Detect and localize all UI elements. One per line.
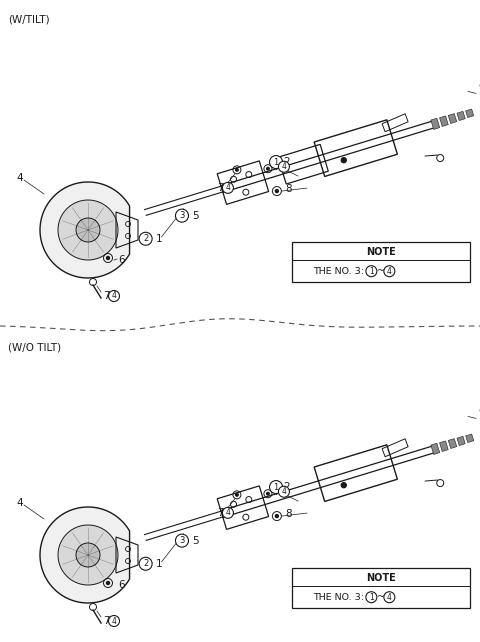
Circle shape: [276, 515, 278, 517]
Text: 7: 7: [217, 183, 224, 193]
Polygon shape: [448, 114, 457, 123]
Text: 2: 2: [143, 234, 148, 243]
Text: THE NO. 3:: THE NO. 3:: [313, 266, 367, 275]
Circle shape: [176, 534, 189, 547]
Text: 6: 6: [118, 580, 125, 590]
Text: 4: 4: [16, 498, 23, 508]
Text: 1: 1: [156, 559, 162, 569]
Circle shape: [267, 168, 269, 170]
Circle shape: [341, 483, 346, 488]
Text: 8: 8: [285, 509, 291, 519]
Text: (W/TILT): (W/TILT): [8, 14, 49, 24]
Circle shape: [366, 266, 377, 277]
Polygon shape: [466, 434, 474, 442]
Text: 4: 4: [16, 173, 23, 183]
Polygon shape: [457, 437, 465, 446]
Text: ~: ~: [377, 592, 385, 602]
Circle shape: [108, 616, 120, 627]
Polygon shape: [448, 438, 457, 449]
Polygon shape: [466, 109, 474, 117]
Circle shape: [76, 543, 100, 567]
Text: 7: 7: [103, 291, 109, 301]
Text: NOTE: NOTE: [366, 247, 396, 257]
Polygon shape: [431, 443, 440, 455]
Polygon shape: [440, 116, 448, 126]
Circle shape: [384, 592, 395, 603]
Circle shape: [108, 290, 120, 302]
Text: 9: 9: [478, 408, 480, 419]
Text: 4: 4: [226, 508, 230, 517]
Text: 5: 5: [192, 211, 199, 221]
Text: 3: 3: [180, 211, 185, 220]
Text: 8: 8: [285, 184, 291, 194]
Text: 4: 4: [111, 616, 117, 625]
Polygon shape: [440, 441, 448, 451]
FancyBboxPatch shape: [292, 568, 470, 608]
Text: 1: 1: [274, 157, 279, 166]
Circle shape: [341, 158, 346, 162]
Polygon shape: [431, 118, 440, 130]
Text: 1: 1: [274, 483, 279, 492]
Text: 4: 4: [111, 291, 117, 300]
Text: 7: 7: [273, 162, 279, 171]
Text: ~: ~: [377, 266, 385, 276]
Circle shape: [107, 582, 109, 584]
Text: 7: 7: [217, 508, 224, 518]
Circle shape: [278, 486, 289, 497]
Circle shape: [278, 161, 289, 172]
Circle shape: [270, 155, 283, 169]
Text: 9: 9: [478, 83, 480, 94]
Text: 4: 4: [387, 266, 392, 275]
Circle shape: [176, 209, 189, 222]
Text: NOTE: NOTE: [366, 573, 396, 583]
Circle shape: [267, 492, 269, 495]
Text: 2: 2: [283, 482, 289, 492]
Text: 7: 7: [273, 487, 279, 497]
Text: THE NO. 3:: THE NO. 3:: [313, 593, 367, 602]
Circle shape: [139, 557, 152, 570]
Text: (W/O TILT): (W/O TILT): [8, 342, 61, 352]
Circle shape: [276, 189, 278, 193]
Text: 4: 4: [281, 162, 287, 171]
Polygon shape: [457, 111, 465, 121]
Circle shape: [270, 481, 283, 494]
Text: 7: 7: [103, 616, 109, 626]
Circle shape: [139, 232, 152, 245]
Circle shape: [222, 507, 233, 518]
Text: 2: 2: [283, 157, 289, 167]
Text: 1: 1: [369, 266, 374, 275]
Circle shape: [222, 182, 233, 193]
Text: 1: 1: [369, 593, 374, 602]
Polygon shape: [58, 525, 118, 585]
Text: 3: 3: [180, 536, 185, 545]
Text: 4: 4: [226, 184, 230, 193]
Polygon shape: [40, 507, 130, 603]
Text: 1: 1: [156, 234, 162, 244]
Text: 5: 5: [192, 535, 199, 546]
Circle shape: [236, 494, 238, 496]
Text: 6: 6: [118, 255, 125, 265]
FancyBboxPatch shape: [292, 242, 470, 282]
Circle shape: [76, 218, 100, 242]
Circle shape: [384, 266, 395, 277]
Text: 4: 4: [387, 593, 392, 602]
Circle shape: [366, 592, 377, 603]
Text: 4: 4: [281, 487, 287, 496]
Circle shape: [107, 257, 109, 259]
Polygon shape: [58, 200, 118, 260]
Circle shape: [236, 169, 238, 171]
Text: 2: 2: [143, 559, 148, 568]
Polygon shape: [40, 182, 130, 278]
